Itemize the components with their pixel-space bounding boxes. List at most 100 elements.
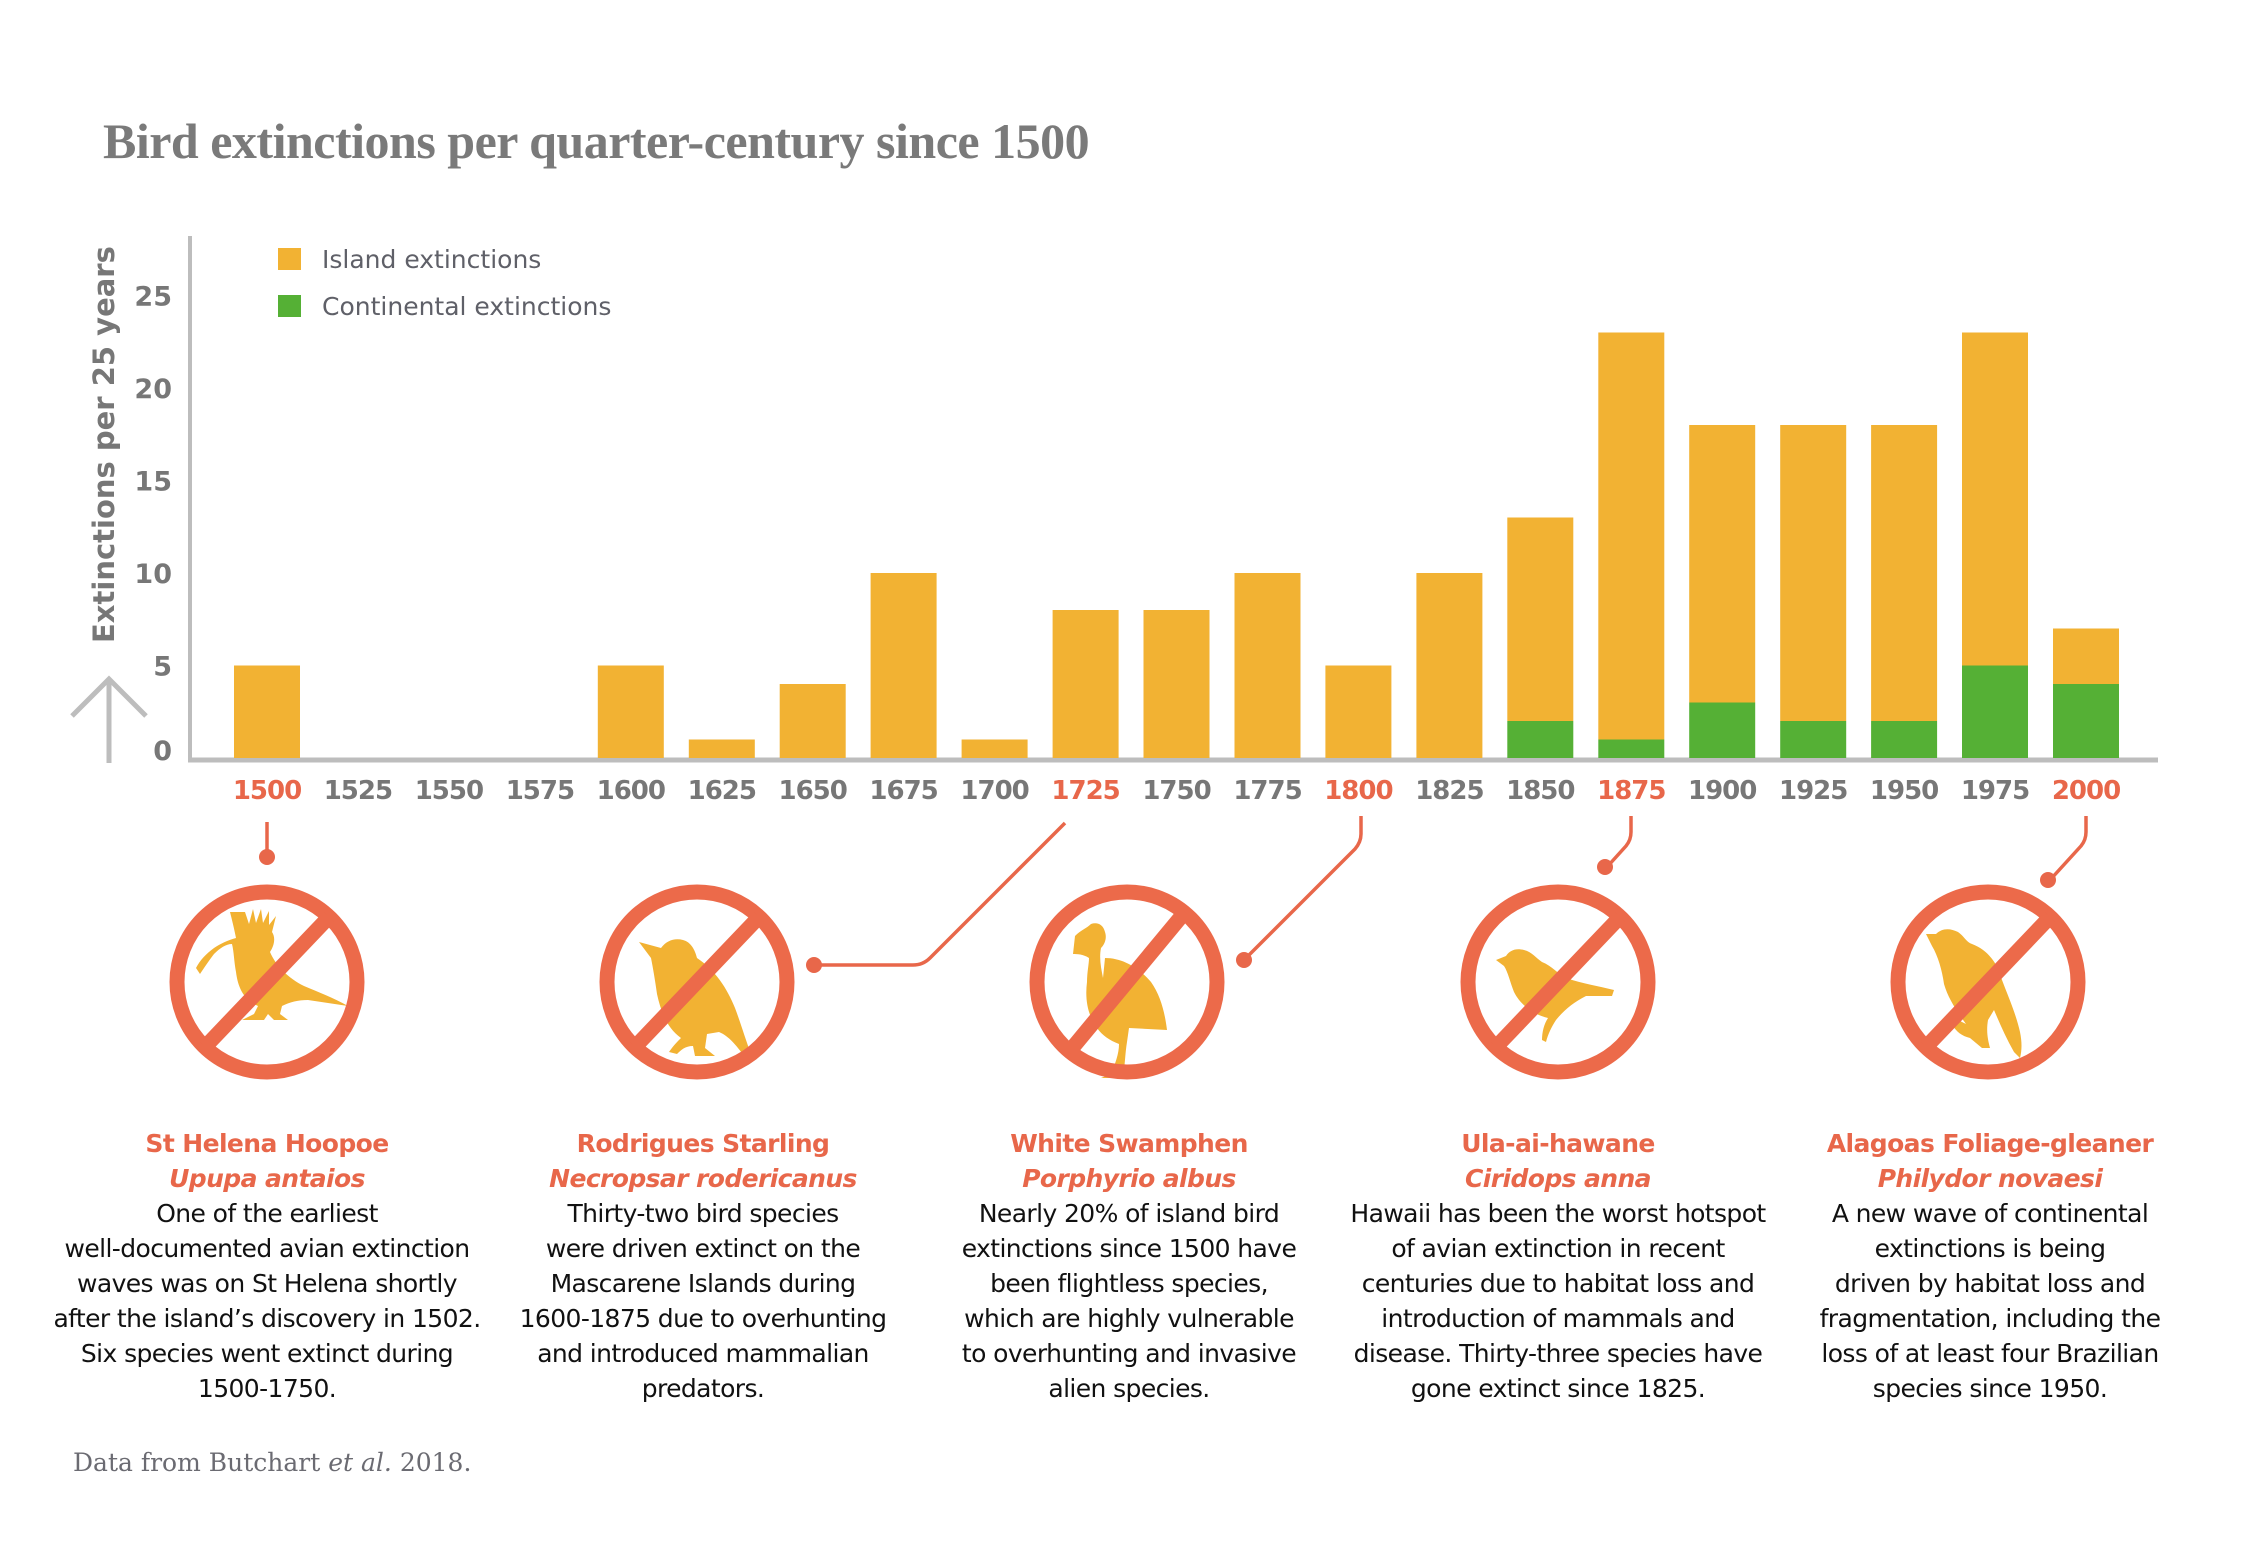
bar-island-1625: [688, 739, 755, 758]
footnote-suffix: 2018.: [391, 1448, 472, 1477]
x-tick-label-1775: 1775: [1233, 776, 1301, 806]
bar-island-1650: [779, 684, 846, 758]
bar-island-1900: [1689, 425, 1756, 703]
bar-island-1750: [1143, 610, 1210, 758]
x-tick-label-1500: 1500: [233, 776, 301, 806]
bar-island-1850: [1507, 517, 1574, 721]
bar-island-1675: [870, 573, 937, 758]
species-scientific-name: Porphyrio albus: [1022, 1164, 1236, 1193]
annotation-line: were driven extinct on the: [545, 1234, 861, 1263]
annotation-line: predators.: [641, 1374, 765, 1403]
up-arrow-icon: [70, 675, 148, 763]
x-tick-label-1800: 1800: [1324, 776, 1392, 806]
annotation-alagoas-foliage-gleaner: Alagoas Foliage-gleaner Philydor novaesi…: [1770, 1126, 2210, 1406]
x-ticks: 1500 1525 1550 1575 1600 1625 1650 1675 1700 1725…: [233, 776, 2121, 806]
footnote-prefix: Data from Butchart: [73, 1448, 329, 1477]
annotation-line: introduction of mammals and: [1381, 1304, 1735, 1333]
bar-continental-1875: [1598, 739, 1665, 758]
annotation-line: waves was on St Helena shortly: [77, 1269, 458, 1298]
x-tick-label-1650: 1650: [779, 776, 847, 806]
y-tick-label: 25: [134, 282, 172, 313]
swamphen-silhouette-icon: [1029, 884, 1225, 1080]
y-tick-label: 0: [153, 736, 172, 767]
y-tick-label: 20: [134, 374, 172, 405]
legend-label-continental: Continental extinctions: [322, 292, 611, 321]
bar-island-1825: [1416, 573, 1483, 758]
annotation-line: well-documented avian extinction: [64, 1234, 470, 1263]
bar-continental-1900: [1689, 702, 1756, 758]
annotation-line: which are highly vulnerable: [964, 1304, 1294, 1333]
x-tick-label-1900: 1900: [1688, 776, 1756, 806]
bar-continental-1925: [1780, 721, 1847, 758]
annotation-line: One of the earliest: [156, 1199, 378, 1228]
species-scientific-name: Necropsar rodericanus: [549, 1164, 857, 1193]
x-tick-label-1825: 1825: [1415, 776, 1483, 806]
legend-swatch-continental: [278, 295, 301, 317]
ula-ai-hawane-silhouette-icon: [1460, 884, 1656, 1080]
x-tick-label-1525: 1525: [324, 776, 392, 806]
bar-island-1725: [1052, 610, 1119, 758]
source-footnote: Data from Butchart et al. 2018.: [73, 1448, 471, 1477]
bar-island-1925: [1780, 425, 1847, 721]
bar-island-1875: [1598, 332, 1665, 740]
x-tick-label-1675: 1675: [869, 776, 937, 806]
annotation-line: extinctions is being: [1874, 1234, 2106, 1263]
annotation-line: of avian extinction in recent: [1391, 1234, 1725, 1263]
bars: [234, 332, 2119, 758]
connector-1875: [1597, 816, 1633, 875]
annotation-line: species since 1950.: [1872, 1374, 2108, 1403]
species-scientific-name: Upupa antaios: [169, 1164, 365, 1193]
chart-title: Bird extinctions per quarter-century sin…: [103, 113, 1090, 169]
species-common-name: Rodrigues Starling: [576, 1129, 830, 1158]
annotation-line: loss of at least four Brazilian: [1821, 1339, 2159, 1368]
x-tick-label-1850: 1850: [1506, 776, 1574, 806]
y-axis-label: Extinctions per 25 years: [87, 246, 121, 643]
bar-island-1775: [1234, 573, 1301, 758]
bar-island-1800: [1325, 665, 1392, 758]
annotation-line: after the island’s discovery in 1502.: [53, 1304, 481, 1333]
bar-continental-1950: [1871, 721, 1938, 758]
annotation-white-swamphen: White Swamphen Porphyrio albus Nearly 20…: [909, 1126, 1349, 1406]
bar-island-1600: [597, 665, 664, 758]
annotation-line: Mascarene Islands during: [550, 1269, 856, 1298]
x-tick-label-1750: 1750: [1142, 776, 1210, 806]
annotation-line: driven by habitat loss and: [1834, 1269, 2146, 1298]
x-tick-label-2000: 2000: [2052, 776, 2120, 806]
annotation-line: Nearly 20% of island bird: [978, 1199, 1280, 1228]
bar-island-1500: [234, 665, 300, 758]
bar-island-1975: [1962, 332, 2028, 666]
legend-swatch-island: [278, 248, 301, 270]
connector-1800: [1236, 816, 1363, 968]
x-tick-label-1600: 1600: [597, 776, 665, 806]
y-tick-label: 5: [153, 652, 172, 683]
species-common-name: Ula-ai-hawane: [1461, 1129, 1655, 1158]
foliage-gleaner-silhouette-icon: [1890, 884, 2086, 1080]
connector-1500: [259, 822, 275, 865]
connector-2000: [2040, 816, 2088, 888]
x-tick-label-1550: 1550: [415, 776, 483, 806]
annotation-line: extinctions since 1500 have: [961, 1234, 1297, 1263]
annotation-st-helena-hoopoe: St Helena Hoopoe Upupa antaios One of th…: [47, 1126, 487, 1406]
annotation-line: Six species went extinct during: [80, 1339, 454, 1368]
species-scientific-name: Ciridops anna: [1465, 1164, 1652, 1193]
x-tick-label-1925: 1925: [1779, 776, 1847, 806]
bar-continental-2000: [2053, 684, 2119, 758]
species-common-name: St Helena Hoopoe: [145, 1129, 389, 1158]
legend-label-island: Island extinctions: [322, 245, 541, 274]
hoopoe-silhouette-icon: [169, 884, 365, 1080]
annotation-line: to overhunting and invasive: [961, 1339, 1297, 1368]
y-tick-label: 15: [134, 467, 172, 498]
annotation-line: Thirty-two bird species: [567, 1199, 839, 1228]
annotation-line: disease. Thirty-three species have: [1353, 1339, 1763, 1368]
starling-silhouette-icon: [599, 884, 795, 1080]
x-tick-label-1625: 1625: [688, 776, 756, 806]
annotation-line: 1500-1750.: [197, 1374, 337, 1403]
species-scientific-name: Philydor novaesi: [1877, 1164, 2103, 1193]
bar-continental-1975: [1962, 665, 2028, 758]
annotation-line: centuries due to habitat loss and: [1361, 1269, 1755, 1298]
y-ticks: 0 5 10 15 20 25: [134, 282, 172, 768]
annotation-ula-ai-hawane: Ula-ai-hawane Ciridops anna Hawaii has b…: [1338, 1126, 1778, 1406]
species-common-name: White Swamphen: [1010, 1129, 1248, 1158]
footnote-italic: et al.: [328, 1448, 392, 1477]
annotation-line: and introduced mammalian: [537, 1339, 869, 1368]
